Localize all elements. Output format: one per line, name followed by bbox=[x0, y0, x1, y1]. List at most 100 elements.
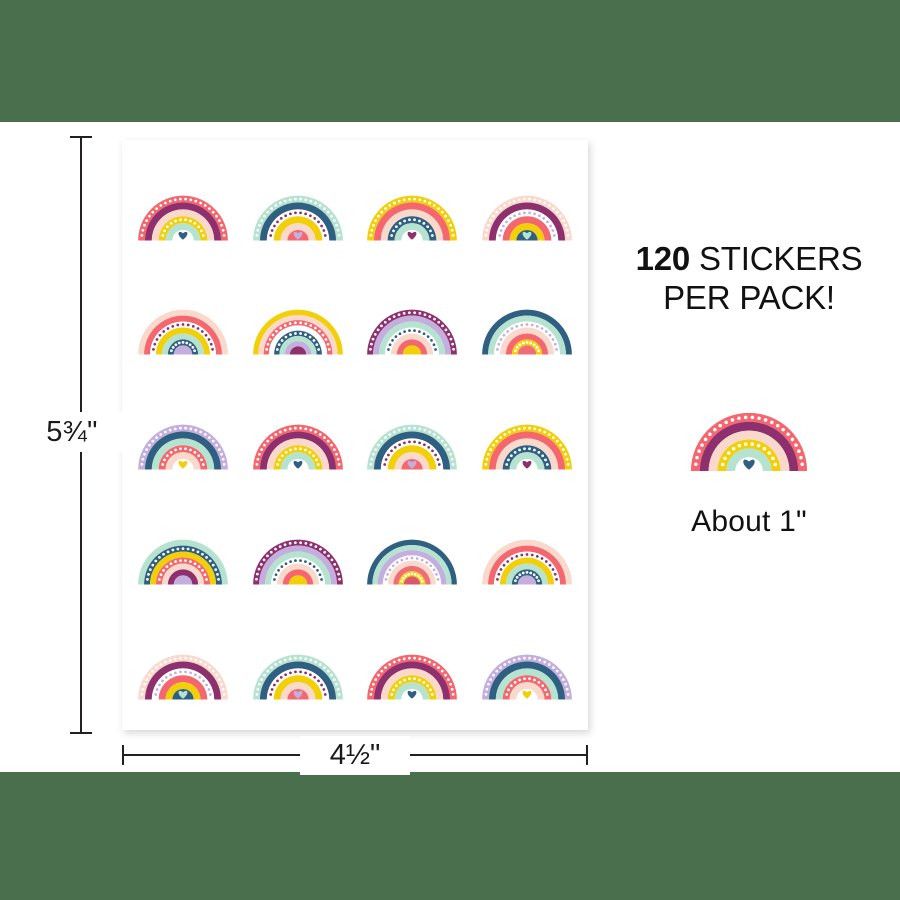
rainbow-band-5 bbox=[388, 560, 437, 585]
sticker-grid bbox=[122, 140, 588, 730]
info-column: 120 STICKERS PER PACK! About 1" bbox=[608, 240, 890, 539]
rainbow-band-4 bbox=[502, 445, 552, 470]
rainbow-band-4 bbox=[717, 439, 781, 471]
rainbow-band-2 bbox=[488, 202, 565, 241]
rainbow-band-2 bbox=[258, 315, 338, 355]
rainbow-band-7 bbox=[517, 575, 536, 585]
rainbow-band-2 bbox=[374, 202, 451, 241]
rainbow-band-6 bbox=[511, 339, 542, 355]
sticker-sheet bbox=[122, 140, 588, 730]
rainbow-band-2 bbox=[259, 661, 336, 700]
rainbow-band-4 bbox=[499, 557, 554, 585]
heart-icon bbox=[407, 231, 417, 240]
rainbow-band-1 bbox=[252, 654, 343, 700]
rainbow-band-1 bbox=[252, 424, 343, 470]
rainbow-band-3 bbox=[495, 668, 558, 700]
rainbow-band-3 bbox=[379, 321, 446, 355]
rainbow-band-7 bbox=[284, 341, 312, 355]
headline-rest: STICKERS bbox=[690, 240, 863, 277]
rainbow-band-5 bbox=[394, 452, 430, 470]
rainbow-graphic bbox=[250, 193, 345, 241]
rainbow-band-1 bbox=[138, 654, 229, 700]
rainbow-band-5 bbox=[276, 563, 319, 585]
rainbow-graphic bbox=[479, 537, 574, 585]
sticker-r1c4 bbox=[473, 155, 581, 251]
rainbow-band-3 bbox=[150, 321, 217, 355]
heart-icon bbox=[178, 231, 188, 240]
sticker-r4c2 bbox=[244, 500, 352, 596]
rainbow-band-2 bbox=[145, 202, 222, 241]
rainbow-band-1 bbox=[138, 195, 229, 241]
rainbow-graphic bbox=[688, 409, 810, 471]
sticker-r2c1 bbox=[129, 270, 237, 366]
rainbow-graphic bbox=[479, 652, 574, 700]
height-dimension-label: 5¾" bbox=[16, 412, 128, 453]
rainbow-graphic bbox=[365, 652, 460, 700]
rainbow-band-5 bbox=[280, 222, 316, 241]
rainbow-band-5 bbox=[162, 563, 205, 585]
width-dimension-cap-left bbox=[122, 745, 124, 765]
rainbow-band-6 bbox=[511, 569, 542, 585]
rainbow-band-3 bbox=[263, 320, 333, 355]
rainbow-band-7 bbox=[288, 575, 307, 585]
rainbow-graphic bbox=[479, 193, 574, 241]
rainbow-band-1 bbox=[367, 539, 458, 585]
rainbow-band-4 bbox=[385, 327, 440, 355]
rainbow-band-5 bbox=[394, 222, 430, 241]
rainbow-band-3 bbox=[266, 668, 329, 700]
sticker-r4c4 bbox=[473, 500, 581, 596]
rainbow-band-4 bbox=[273, 674, 323, 700]
rainbow-band-3 bbox=[150, 551, 217, 585]
rainbow-band-3 bbox=[495, 208, 558, 241]
rainbow-band-6 bbox=[282, 569, 313, 585]
rainbow-band-1 bbox=[367, 195, 458, 241]
rainbow-band-3 bbox=[152, 438, 215, 470]
rainbow-band-3 bbox=[377, 550, 447, 585]
rainbow-band-4 bbox=[268, 325, 327, 355]
rainbow-band-1 bbox=[690, 412, 808, 471]
rainbow-band-6 bbox=[168, 339, 199, 355]
sticker-r4c3 bbox=[358, 500, 466, 596]
rainbow-band-5 bbox=[280, 681, 316, 700]
rainbow-graphic bbox=[479, 307, 574, 355]
sticker-r3c2 bbox=[244, 385, 352, 481]
rainbow-band-1 bbox=[138, 310, 229, 355]
rainbow-band-5 bbox=[509, 681, 545, 700]
sticker-r1c2 bbox=[244, 155, 352, 251]
rainbow-band-5 bbox=[509, 222, 545, 241]
rainbow-band-6 bbox=[168, 569, 199, 585]
rainbow-band-3 bbox=[493, 551, 560, 585]
rainbow-band-5 bbox=[165, 222, 201, 241]
rainbow-band-4 bbox=[502, 215, 552, 241]
rainbow-band-2 bbox=[488, 661, 565, 700]
rainbow-graphic bbox=[136, 193, 231, 241]
rainbow-band-1 bbox=[367, 654, 458, 700]
rainbow-band-1 bbox=[367, 424, 458, 470]
rainbow-graphic bbox=[250, 422, 345, 470]
rainbow-band-4 bbox=[273, 215, 323, 241]
sticker-r2c3 bbox=[358, 270, 466, 366]
rainbow-graphic bbox=[479, 422, 574, 470]
sticker-r5c3 bbox=[358, 615, 466, 711]
rainbow-band-7 bbox=[174, 345, 193, 355]
rainbow-band-3 bbox=[264, 551, 331, 585]
sticker-r4c1 bbox=[129, 500, 237, 596]
width-dimension-cap-right bbox=[586, 745, 588, 765]
heart-icon bbox=[743, 459, 755, 470]
rainbow-band-3 bbox=[493, 321, 560, 355]
rainbow-band-3 bbox=[495, 438, 558, 470]
rainbow-band-2 bbox=[259, 202, 336, 241]
rainbow-band-1 bbox=[481, 310, 572, 355]
rainbow-band-1 bbox=[138, 539, 229, 585]
rainbow-band-2 bbox=[699, 421, 799, 471]
sticker-r2c2 bbox=[244, 270, 352, 366]
rainbow-band-2 bbox=[144, 315, 223, 355]
headline: 120 STICKERS PER PACK! bbox=[608, 240, 890, 318]
rainbow-band-2 bbox=[374, 661, 451, 700]
rainbow-band-4 bbox=[158, 445, 208, 470]
heart-icon bbox=[522, 460, 532, 469]
width-dimension-label: 4½" bbox=[300, 736, 410, 775]
rainbow-band-1 bbox=[252, 195, 343, 241]
rainbow-band-2 bbox=[487, 545, 566, 585]
heart-icon bbox=[407, 690, 417, 699]
